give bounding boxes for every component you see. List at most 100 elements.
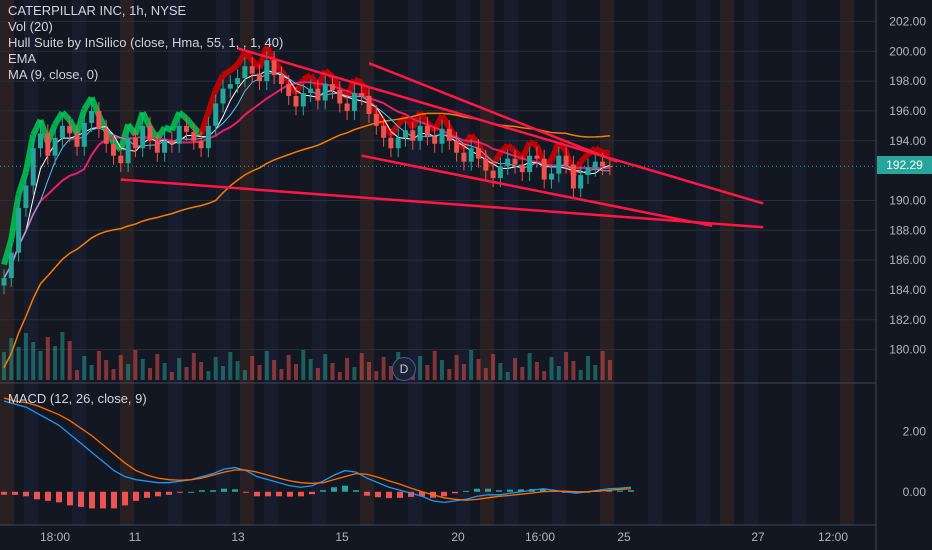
time-axis-label: 12:00: [818, 530, 848, 544]
session-band: [288, 0, 302, 525]
volume-bar: [242, 370, 247, 380]
session-band: [600, 0, 614, 525]
volume-indicator-label[interactable]: Vol (20): [8, 19, 53, 34]
time-axis-label: 18:00: [40, 530, 70, 544]
candle-body: [607, 166, 613, 168]
ema-indicator-label[interactable]: EMA: [8, 51, 37, 66]
volume-bar: [359, 353, 364, 380]
candlesticks: [1, 51, 613, 295]
volume-bar: [534, 362, 539, 380]
candle-body: [337, 90, 343, 104]
candle-body: [315, 88, 321, 101]
session-band: [792, 0, 806, 525]
volume-bar: [513, 358, 517, 380]
macd-histogram-bar: [518, 489, 524, 492]
candle-body: [213, 103, 219, 126]
ma9-line: [3, 69, 611, 279]
macd-histogram-bar: [617, 490, 623, 492]
hull-segment: [205, 89, 219, 114]
volume-bar: [264, 351, 269, 380]
hull-segment: [213, 73, 226, 92]
macd-histogram-bar: [111, 491, 117, 509]
candle-body: [373, 113, 379, 126]
macd-histogram-bar: [320, 490, 326, 492]
macd-indicator-label[interactable]: MACD (12, 26, close, 9): [8, 391, 147, 406]
volume-bar: [315, 368, 320, 380]
volume-bar: [461, 364, 466, 380]
price-axis-label: 202.00: [889, 14, 926, 28]
candle-body: [519, 164, 525, 173]
dividend-event-badge[interactable]: D: [392, 357, 416, 381]
hull-segment: [593, 145, 605, 156]
volume-bar: [301, 350, 306, 380]
macd-histogram-bar: [452, 491, 458, 494]
hull-suite-indicator-label[interactable]: Hull Suite by InSilico (close, Hma, 55, …: [8, 35, 284, 50]
hull-segment: [490, 151, 503, 167]
volume-bar: [498, 363, 503, 380]
candle-body: [351, 93, 357, 111]
candle-body: [395, 137, 401, 149]
macd-axis-label: 0.00: [903, 485, 927, 499]
ma-indicator-label[interactable]: MA (9, close, 0): [8, 67, 99, 82]
candle-body: [388, 137, 394, 149]
price-axis-label: 196.00: [889, 104, 926, 118]
trendline: [120, 178, 764, 229]
session-band: [240, 0, 254, 525]
volume-bar: [542, 371, 547, 380]
volume-bar: [16, 347, 21, 380]
hull-segment: [169, 111, 182, 132]
volume-bar: [250, 356, 255, 380]
hull-segment: [519, 141, 533, 160]
volume-bar: [228, 352, 233, 380]
hull-segment: [184, 116, 197, 130]
session-band: [696, 0, 710, 525]
candle-body: [585, 167, 591, 176]
candle-body: [125, 137, 131, 164]
macd-histogram-bar: [210, 490, 216, 492]
candle-body: [257, 73, 262, 82]
macd-histogram-bar: [122, 491, 128, 506]
hull-segment: [22, 134, 37, 173]
candle-body: [527, 155, 533, 173]
candle-body: [264, 60, 270, 82]
volume-bar: [126, 364, 131, 380]
time-axis-label: 11: [129, 530, 142, 544]
macd-histogram-bar: [342, 485, 348, 492]
macd-histogram-bar: [485, 488, 491, 492]
volume-bar: [213, 357, 218, 380]
macd-histogram-bar: [331, 487, 337, 492]
volume-bar: [556, 366, 561, 380]
candle-body: [147, 125, 153, 141]
volume-bar: [235, 361, 240, 380]
trendlines[interactable]: [120, 47, 764, 229]
hull-segment: [154, 125, 168, 141]
candle-body: [59, 125, 65, 138]
hull-segment: [177, 110, 189, 121]
time-axis-label: 25: [617, 530, 631, 544]
price-axis-label: 182.00: [889, 313, 926, 327]
volume-bar: [374, 371, 379, 380]
macd-histogram-bar: [1, 491, 7, 495]
candle-body: [439, 128, 445, 144]
volume-bar: [586, 356, 590, 380]
hull-segment: [198, 111, 212, 136]
volume-bar: [476, 359, 481, 380]
candle-body: [191, 131, 197, 141]
volume-bar: [191, 353, 196, 380]
volume-bar: [45, 337, 50, 380]
hull-segment: [60, 110, 72, 122]
time-axis-label: 15: [335, 530, 349, 544]
volume-bar: [418, 356, 423, 380]
candle-body: [563, 155, 569, 165]
macd-histogram-bar: [474, 488, 480, 492]
volume-bar: [440, 360, 444, 380]
candle-body: [176, 125, 182, 144]
candle-body: [278, 75, 284, 85]
candle-body: [249, 66, 255, 74]
session-band: [480, 0, 494, 525]
price-axis-label: 198.00: [889, 74, 926, 88]
session-band: [720, 0, 734, 525]
candle-body: [461, 152, 467, 162]
symbol-title[interactable]: CATERPILLAR INC, 1h, NYSE: [8, 3, 187, 18]
